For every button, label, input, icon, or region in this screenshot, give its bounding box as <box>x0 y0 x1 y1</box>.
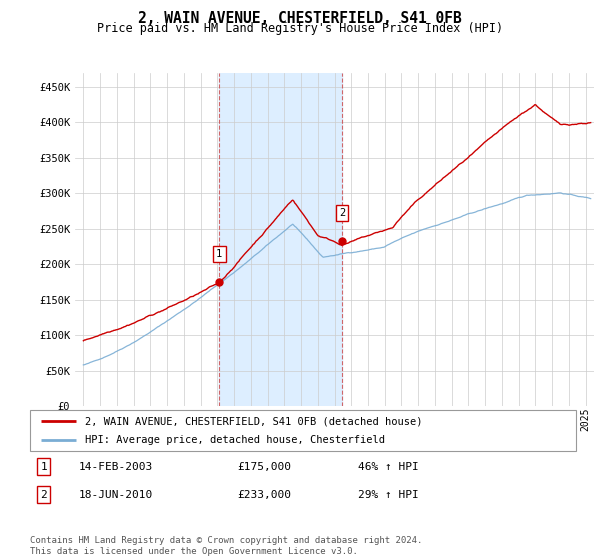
Bar <box>220 73 342 406</box>
Text: 29% ↑ HPI: 29% ↑ HPI <box>358 490 418 500</box>
Text: 1: 1 <box>40 461 47 472</box>
Text: 18-JUN-2010: 18-JUN-2010 <box>79 490 154 500</box>
Text: 2: 2 <box>339 208 346 218</box>
Text: £233,000: £233,000 <box>238 490 292 500</box>
Text: 1: 1 <box>216 249 223 259</box>
Text: Price paid vs. HM Land Registry's House Price Index (HPI): Price paid vs. HM Land Registry's House … <box>97 22 503 35</box>
Text: HPI: Average price, detached house, Chesterfield: HPI: Average price, detached house, Ches… <box>85 435 385 445</box>
Text: £175,000: £175,000 <box>238 461 292 472</box>
Text: 2, WAIN AVENUE, CHESTERFIELD, S41 0FB: 2, WAIN AVENUE, CHESTERFIELD, S41 0FB <box>138 11 462 26</box>
Text: 2, WAIN AVENUE, CHESTERFIELD, S41 0FB (detached house): 2, WAIN AVENUE, CHESTERFIELD, S41 0FB (d… <box>85 417 422 426</box>
Text: 46% ↑ HPI: 46% ↑ HPI <box>358 461 418 472</box>
Text: Contains HM Land Registry data © Crown copyright and database right 2024.
This d: Contains HM Land Registry data © Crown c… <box>30 536 422 556</box>
Text: 2: 2 <box>40 490 47 500</box>
FancyBboxPatch shape <box>30 410 576 451</box>
Text: 14-FEB-2003: 14-FEB-2003 <box>79 461 154 472</box>
